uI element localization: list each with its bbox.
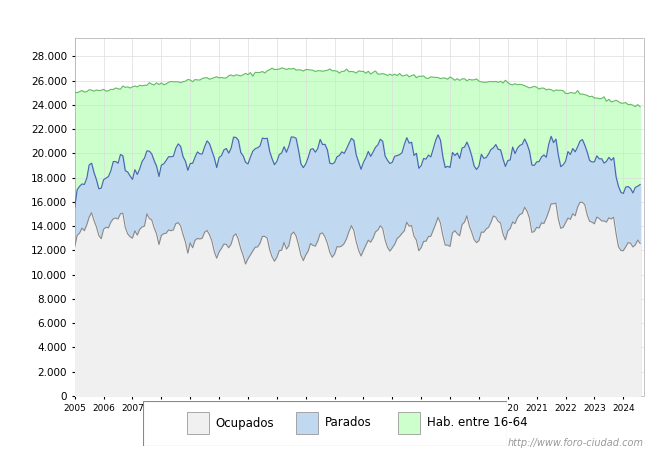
FancyBboxPatch shape [296,412,318,434]
Text: Andújar - Evolucion de la poblacion en edad de Trabajar Agosto de 2024: Andújar - Evolucion de la poblacion en e… [60,8,590,24]
Text: Ocupados: Ocupados [216,417,274,429]
FancyBboxPatch shape [143,400,507,446]
Text: Parados: Parados [325,417,372,429]
Text: http://www.foro-ciudad.com: http://www.foro-ciudad.com [508,438,644,448]
FancyBboxPatch shape [398,412,420,434]
Text: Hab. entre 16-64: Hab. entre 16-64 [427,417,528,429]
FancyBboxPatch shape [187,412,209,434]
